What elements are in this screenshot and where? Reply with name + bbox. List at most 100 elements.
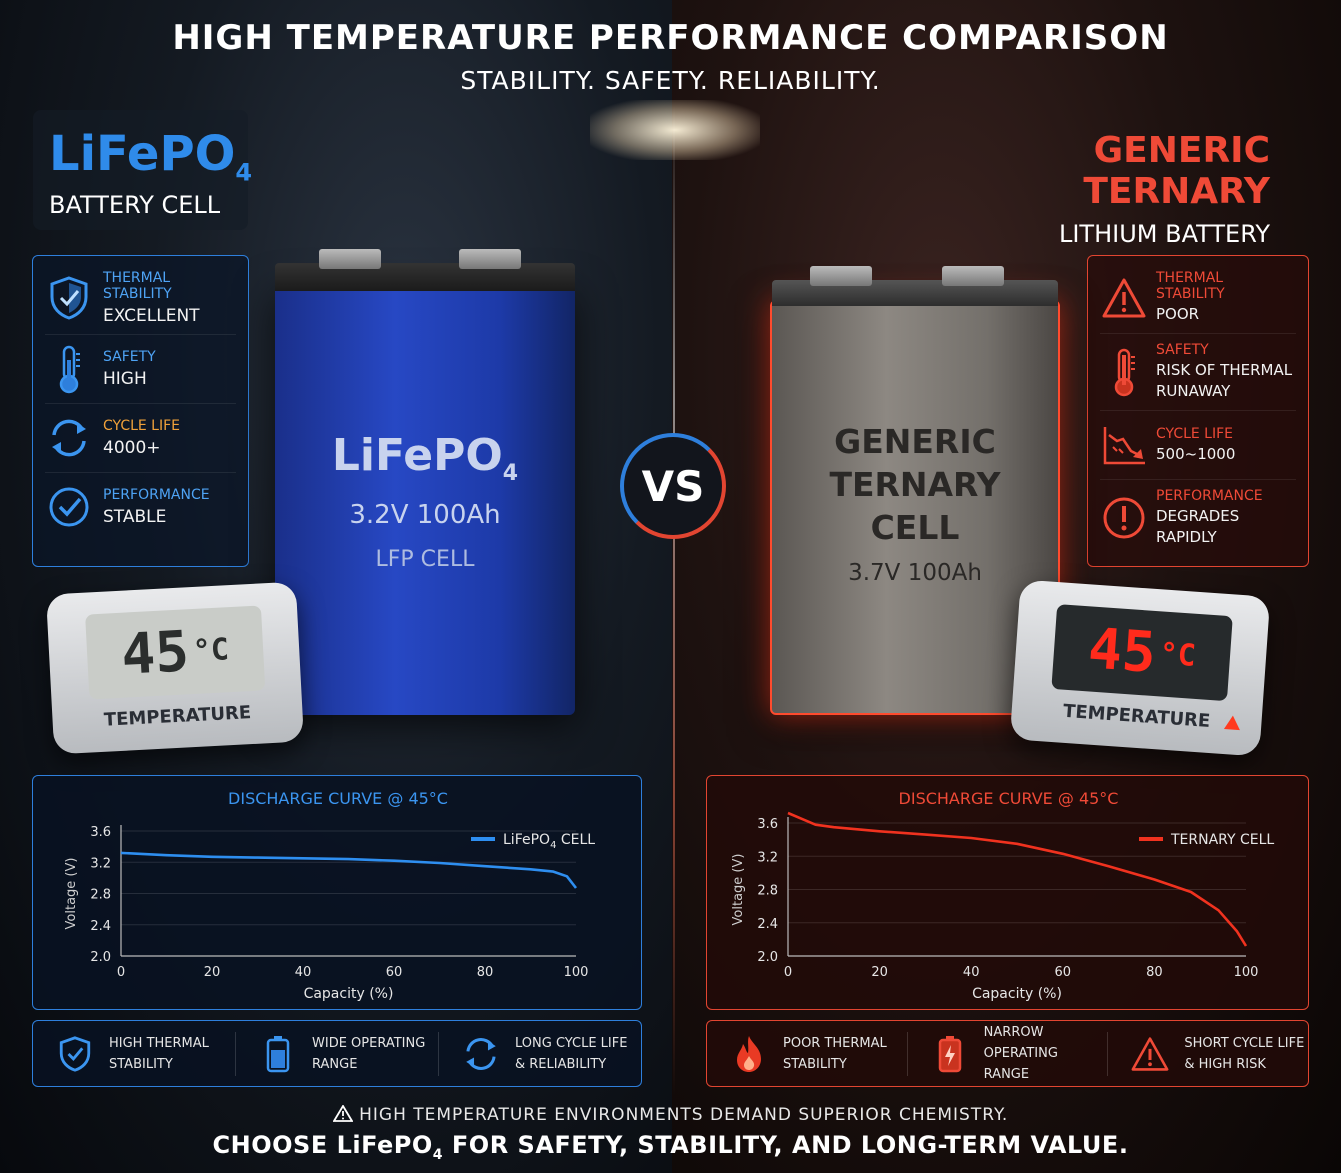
ternary-discharge-chart: DISCHARGE CURVE @ 45°C 2.0 2.4 2.8 3.2 3.6 0 20… [706,775,1309,1010]
footer-call-to-action: CHOOSE LiFePO4 FOR SAFETY, STABILITY, AN… [212,1131,1129,1163]
spec-thermal-stability: THERMAL STABILITY POOR [1100,262,1296,334]
legend-label: TERNARY CELL [1170,832,1274,848]
cell-chemistry-label: LiFePO4 [331,430,519,486]
ternary-spec-panel: THERMAL STABILITY POOR SAFETY RISK OF THER… [1087,255,1309,567]
shield-check-icon [45,272,93,324]
ternary-brand: GENERIC TERNARY LITHIUM BATTERY [930,130,1280,248]
feature-line2: STABILITY [109,1056,173,1072]
feature-wide-operating-range: WIDE OPERATING RANGE [236,1031,439,1076]
spec-value-line2: RUNAWAY [1156,382,1231,400]
y-tick-label: 3.2 [757,850,778,865]
skylight [590,100,760,160]
x-tick-label: 40 [963,965,980,980]
y-tick-label: 2.4 [757,917,778,932]
spec-performance: PERFORMANCE DEGRADES RAPIDLY [1100,480,1296,556]
feature-short-cycle-life: SHORT CYCLE LIFE & HIGH RISK [1108,1032,1308,1076]
check-circle-icon [45,481,93,533]
feature-narrow-operating-range: NARROW OPERATING RANGE [908,1025,1109,1082]
warning-triangle-icon [332,1104,354,1125]
x-tick-label: 60 [1055,965,1072,980]
cycle-arrows-icon [45,412,93,464]
feature-line2: STABILITY [783,1056,847,1072]
cell-chemistry-label: GENERIC TERNARY CELL [829,422,1001,547]
spec-label: CYCLE LIFE [103,418,181,434]
ternary-feature-bar: POOR THERMAL STABILITY NARROW OPERATING RA… [706,1020,1309,1087]
lifepo4-brand-title: LiFePO4 [49,126,253,187]
thermometer-hot-icon [1100,346,1148,398]
cell-rating-label: 3.2V 100Ah [349,500,501,530]
page-subtitle: STABILITY. SAFETY. RELIABILITY. [460,66,881,95]
y-tick-label: 2.8 [757,884,778,899]
spec-value: POOR [1156,305,1200,323]
spec-label: PERFORMANCE [103,487,210,503]
x-axis-label: Capacity (%) [304,986,394,1002]
spec-value: 500~1000 [1156,444,1236,463]
spec-label: CYCLE LIFE [1156,425,1234,442]
lifepo4-brand: LiFePO4 BATTERY CELL [33,110,253,230]
center-divider [673,105,675,1095]
spec-performance: PERFORMANCE STABLE [45,473,236,541]
legend-label: LiFePO4 CELL [503,832,595,851]
temperature-unit: °C [1158,636,1197,674]
lifepo4-discharge-chart: DISCHARGE CURVE @ 45°C 2.0 2.4 2.8 3.2 3.6 0 20… [32,775,642,1010]
feature-line1: NARROW OPERATING [983,1025,1058,1061]
feature-line2: & HIGH RISK [1184,1056,1266,1072]
y-tick-label: 3.6 [90,825,111,840]
thermometer-icon [45,343,93,395]
feature-long-cycle-life: LONG CYCLE LIFE & RELIABILITY [439,1032,641,1076]
lifepo4-feature-bar: HIGH THERMAL STABILITY WIDE OPERATING RANG… [32,1020,642,1087]
footer: HIGH TEMPERATURE ENVIRONMENTS DEMAND SUP… [0,1104,1341,1163]
feature-line1: LONG CYCLE LIFE [515,1035,628,1051]
feature-line1: HIGH THERMAL [109,1035,209,1051]
spec-safety: SAFETY HIGH [45,335,236,404]
battery-full-icon [258,1034,298,1074]
x-tick-label: 100 [1234,965,1259,980]
ternary-battery-cell: GENERIC TERNARY CELL 3.7V 100Ah [770,266,1060,715]
terminal-positive [810,266,872,286]
spec-label: SAFETY [1156,342,1209,358]
header: HIGH TEMPERATURE PERFORMANCE COMPARISON … [0,18,1341,95]
feature-line1: SHORT CYCLE LIFE [1184,1035,1305,1051]
exclamation-circle-icon [1100,492,1148,544]
feature-line2: & RELIABILITY [515,1056,607,1072]
feature-line2: RANGE [983,1067,1030,1082]
y-axis-label: Voltage (V) [64,858,79,930]
lifepo4-chart-svg: DISCHARGE CURVE @ 45°C 2.0 2.4 2.8 3.2 3.6 0 20… [64,789,595,1002]
temperature-reading: 45 [1086,616,1158,686]
warning-triangle-icon [1100,272,1148,324]
declining-chart-icon [1100,419,1148,471]
feature-high-thermal-stability: HIGH THERMAL STABILITY [33,1031,236,1076]
x-axis-label: Capacity (%) [972,986,1062,1002]
terminal-negative [942,266,1004,286]
spec-thermal-stability: THERMAL STABILITY EXCELLENT [45,262,236,335]
cycle-arrows-icon [461,1034,501,1074]
y-axis-label: Voltage (V) [731,854,746,926]
vs-badge: VS [620,433,726,539]
terminal-positive [319,249,381,269]
ternary-brand-subtitle: LITHIUM BATTERY [1058,220,1270,248]
x-tick-label: 20 [204,965,221,980]
spec-value: STABLE [103,507,167,527]
y-tick-label: 3.2 [90,856,111,871]
spec-label: SAFETY [103,349,156,365]
feature-poor-thermal-stability: POOR THERMAL STABILITY [707,1031,908,1076]
x-tick-label: 20 [871,965,888,980]
spec-cycle-life: CYCLE LIFE 500~1000 [1100,411,1296,480]
spec-cycle-life: CYCLE LIFE 4000+ [45,404,236,473]
chart-title: DISCHARGE CURVE @ 45°C [228,789,448,808]
temperature-screen: 45 °C [85,605,266,700]
x-tick-label: 0 [784,965,792,980]
spec-value-line1: RISK OF THERMAL [1156,361,1293,379]
x-tick-label: 80 [477,965,494,980]
temperature-label: TEMPERATURE [103,702,252,731]
battery-warning-icon [930,1034,970,1074]
y-tick-label: 3.6 [757,817,778,832]
lifepo4-spec-panel: THERMAL STABILITY EXCELLENT SAFETY HIGH CY… [32,255,249,567]
chart-title: DISCHARGE CURVE @ 45°C [899,789,1119,808]
x-tick-label: 60 [386,965,403,980]
lifepo4-brand-subtitle: BATTERY CELL [49,190,221,219]
x-tick-label: 80 [1146,965,1163,980]
y-tick-label: 2.0 [757,950,778,965]
spec-label: THERMAL STABILITY [1156,270,1225,302]
cell-type-label: LFP CELL [375,547,475,572]
